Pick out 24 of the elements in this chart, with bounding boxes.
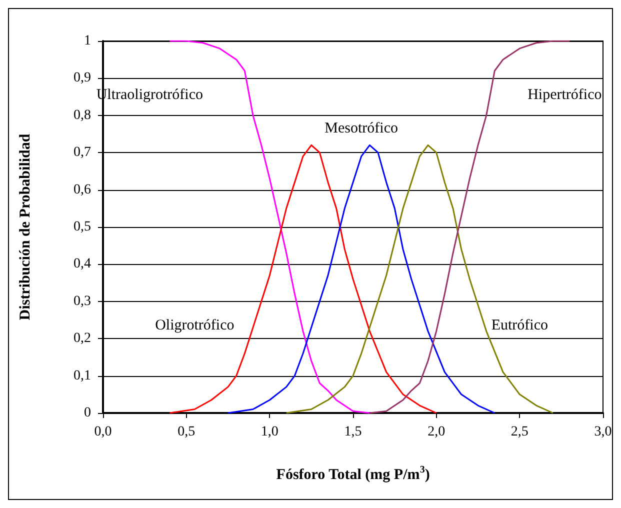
y-tick-label: 0,3	[74, 294, 91, 309]
line-series	[286, 144, 554, 414]
y-tick-label: 0,2	[74, 331, 91, 346]
series-label: Mesotrófico	[324, 120, 398, 136]
x-tick-label: 2,5	[510, 424, 528, 440]
y-axis-title: Distribución de Probabilidad	[18, 133, 34, 320]
x-tick-label: 1,0	[260, 424, 278, 440]
x-tick-label: 2,0	[428, 424, 446, 440]
series-label: Oligrotrófico	[155, 318, 234, 334]
y-tick-label: 0,1	[74, 368, 91, 384]
y-tick-label: 0,6	[74, 182, 91, 198]
y-tick-label: 0,9	[74, 70, 91, 86]
y-tick-label: 0,7	[74, 145, 91, 160]
x-tick-label: 3,0	[594, 424, 612, 440]
y-tick-label: 0	[84, 406, 91, 420]
text: Hipertrófico	[528, 86, 602, 103]
y-tick-label: 1	[84, 34, 91, 48]
x-tick-label: 0,0	[94, 424, 112, 440]
x-tick-label: 1,5	[344, 424, 362, 440]
y-tick-label: 0,5	[74, 220, 91, 234]
x-tick-label: 0,5	[178, 424, 196, 440]
series-label: Eutrófico	[491, 318, 548, 334]
y-tick-label: 0,8	[74, 108, 91, 123]
y-tick-label: 0,4	[74, 256, 91, 272]
